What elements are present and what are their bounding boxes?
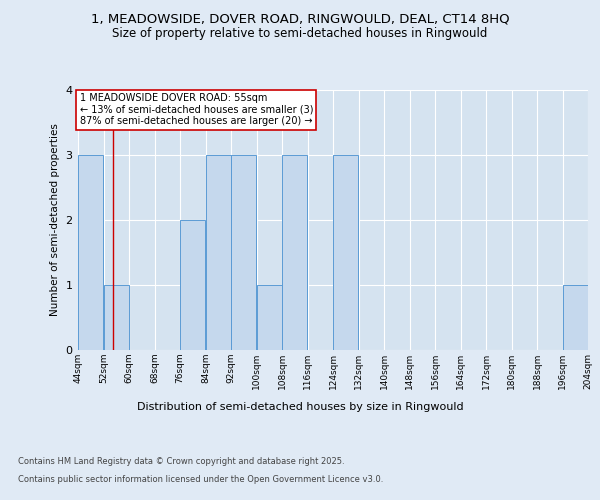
Y-axis label: Number of semi-detached properties: Number of semi-detached properties [50, 124, 60, 316]
Bar [206, 155, 231, 350]
Bar [563, 285, 588, 350]
Text: Contains public sector information licensed under the Open Government Licence v3: Contains public sector information licen… [18, 475, 383, 484]
Bar [180, 220, 205, 350]
Bar [104, 285, 129, 350]
Text: 1 MEADOWSIDE DOVER ROAD: 55sqm
← 13% of semi-detached houses are smaller (3)
87%: 1 MEADOWSIDE DOVER ROAD: 55sqm ← 13% of … [80, 93, 313, 126]
Bar [231, 155, 256, 350]
Bar [257, 285, 282, 350]
Bar [333, 155, 358, 350]
Bar [78, 155, 103, 350]
Text: Distribution of semi-detached houses by size in Ringwould: Distribution of semi-detached houses by … [137, 402, 463, 412]
Text: Size of property relative to semi-detached houses in Ringwould: Size of property relative to semi-detach… [112, 28, 488, 40]
Text: Contains HM Land Registry data © Crown copyright and database right 2025.: Contains HM Land Registry data © Crown c… [18, 458, 344, 466]
Text: 1, MEADOWSIDE, DOVER ROAD, RINGWOULD, DEAL, CT14 8HQ: 1, MEADOWSIDE, DOVER ROAD, RINGWOULD, DE… [91, 12, 509, 26]
Bar [282, 155, 307, 350]
